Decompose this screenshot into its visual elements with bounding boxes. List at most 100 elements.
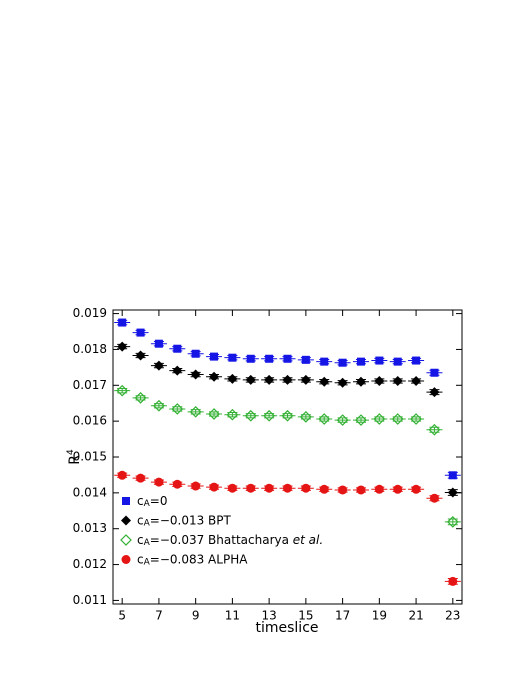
point bbox=[191, 349, 200, 358]
point bbox=[375, 356, 384, 365]
x-tick-label: 7 bbox=[155, 609, 163, 623]
point bbox=[264, 483, 274, 493]
point bbox=[118, 318, 127, 327]
point bbox=[190, 369, 201, 380]
error-bar bbox=[371, 416, 388, 422]
point bbox=[281, 409, 294, 422]
point bbox=[319, 376, 330, 387]
error-bar bbox=[132, 395, 149, 401]
point bbox=[336, 414, 349, 426]
legend-label-part: c bbox=[137, 513, 144, 527]
error-bar bbox=[150, 403, 167, 409]
point bbox=[189, 405, 202, 418]
point bbox=[226, 408, 239, 421]
point bbox=[265, 354, 274, 363]
legend-marker bbox=[120, 534, 132, 546]
point bbox=[245, 374, 256, 385]
point bbox=[117, 470, 127, 480]
point bbox=[154, 477, 164, 487]
point bbox=[244, 409, 257, 422]
error-bar bbox=[334, 417, 351, 423]
point bbox=[411, 375, 422, 386]
point bbox=[172, 365, 183, 376]
legend-marker bbox=[121, 515, 131, 526]
point bbox=[210, 352, 219, 361]
legend-label: cA=−0.037 Bhattacharya et al. bbox=[137, 533, 323, 549]
legend-label-part: et al. bbox=[293, 533, 323, 547]
legend-label-part: =−0.013 BPT bbox=[150, 513, 232, 527]
point bbox=[446, 516, 459, 528]
point bbox=[227, 483, 237, 493]
legend-label-part: c bbox=[137, 533, 144, 547]
point bbox=[429, 493, 439, 503]
error-bar bbox=[169, 406, 186, 412]
point bbox=[337, 377, 348, 388]
error-bar bbox=[187, 409, 204, 415]
error-bar bbox=[114, 388, 131, 394]
y-tick-label: 0.012 bbox=[73, 557, 107, 571]
y-tick-label: 0.015 bbox=[73, 450, 107, 464]
point bbox=[429, 387, 440, 398]
point bbox=[116, 384, 129, 397]
legend-label: cA=−0.013 BPT bbox=[137, 513, 232, 529]
point bbox=[411, 484, 421, 494]
point bbox=[153, 399, 165, 412]
point bbox=[209, 371, 220, 382]
x-axis-label: timeslice bbox=[255, 620, 318, 636]
error-bar bbox=[297, 414, 314, 420]
point bbox=[136, 473, 146, 483]
y-tick-label: 0.019 bbox=[73, 306, 107, 320]
point bbox=[410, 413, 422, 425]
point bbox=[428, 423, 441, 436]
point bbox=[373, 413, 386, 425]
point bbox=[134, 391, 147, 404]
point bbox=[392, 375, 403, 386]
point bbox=[355, 376, 366, 387]
x-tick-label: 17 bbox=[335, 609, 350, 623]
legend-label-part: A bbox=[144, 538, 151, 548]
point bbox=[172, 479, 182, 489]
point bbox=[393, 484, 403, 494]
x-tick-label: 19 bbox=[372, 609, 387, 623]
y-tick-label: 0.011 bbox=[73, 593, 107, 607]
x-tick-label: 15 bbox=[298, 609, 313, 623]
point bbox=[338, 485, 348, 495]
point bbox=[135, 350, 146, 361]
legend-label-part: c bbox=[137, 552, 144, 566]
point bbox=[283, 354, 292, 363]
point bbox=[356, 485, 366, 495]
point bbox=[246, 354, 255, 363]
point bbox=[301, 483, 311, 493]
point bbox=[355, 414, 367, 426]
point bbox=[448, 576, 458, 586]
error-bar bbox=[316, 416, 333, 422]
x-tick-label: 11 bbox=[225, 609, 240, 623]
point bbox=[300, 410, 312, 423]
point bbox=[283, 483, 292, 493]
point bbox=[264, 374, 275, 385]
point bbox=[171, 403, 184, 415]
y-tick-label: 0.017 bbox=[73, 378, 107, 392]
point bbox=[318, 413, 331, 425]
x-tick-label: 9 bbox=[192, 609, 200, 623]
point bbox=[447, 487, 458, 498]
x-tick-label: 5 bbox=[118, 609, 126, 623]
legend-label-part: A bbox=[144, 558, 151, 568]
point bbox=[153, 360, 164, 371]
y-tick-label: 0.016 bbox=[73, 414, 107, 428]
error-bar bbox=[444, 518, 461, 526]
legend-label-part: A bbox=[144, 499, 151, 509]
legend-label-part: =0 bbox=[150, 494, 168, 508]
point bbox=[136, 328, 145, 337]
point bbox=[393, 357, 402, 366]
y-axis-label: R4 bbox=[66, 449, 83, 465]
x-tick-label: 13 bbox=[261, 609, 276, 623]
point bbox=[430, 368, 439, 377]
error-bar bbox=[426, 426, 443, 433]
legend-label: cA=0 bbox=[137, 494, 167, 510]
point bbox=[319, 484, 329, 494]
y-tick-label: 0.018 bbox=[73, 342, 107, 356]
error-bar bbox=[224, 412, 241, 418]
point bbox=[282, 374, 293, 385]
